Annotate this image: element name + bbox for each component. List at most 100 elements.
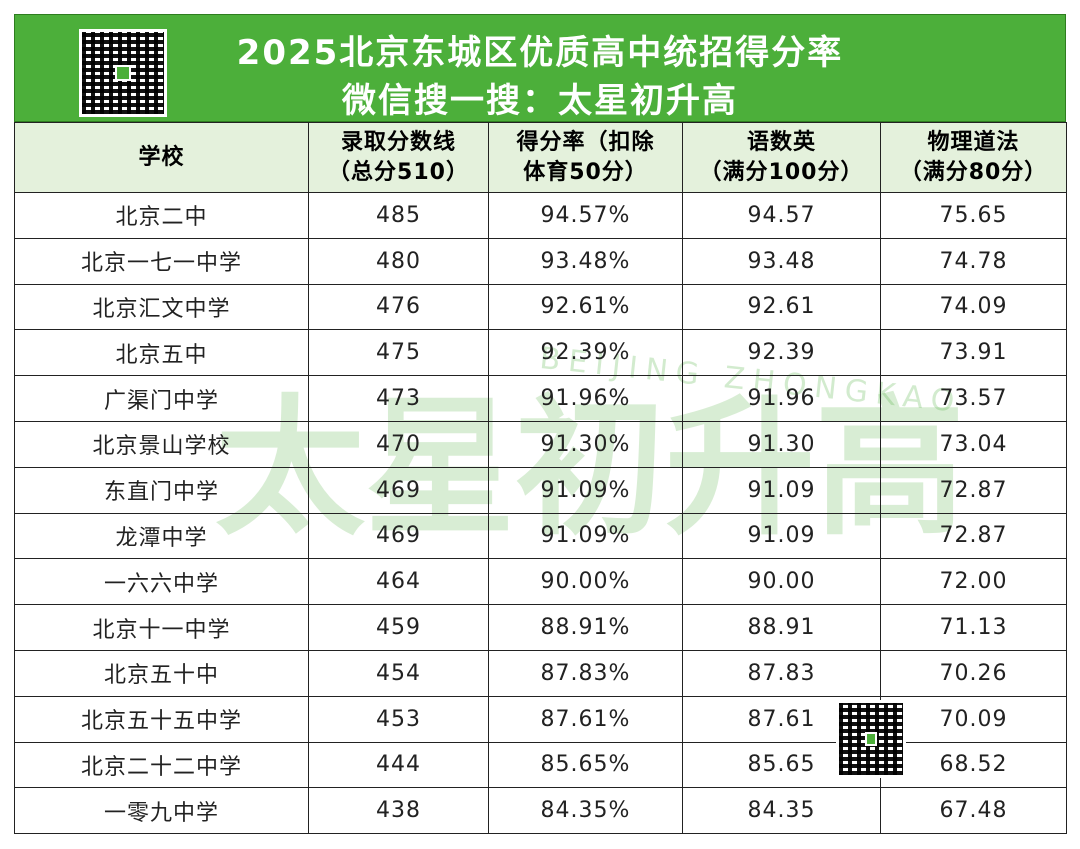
cell: 70.09	[880, 695, 1067, 743]
cell: 459	[308, 604, 489, 651]
cell: 444	[308, 741, 489, 789]
cell: 454	[308, 649, 489, 697]
header-line: （总分510）	[328, 159, 469, 185]
cell: 71.13	[880, 604, 1067, 651]
cell: 438	[308, 787, 489, 835]
school-name: 北京五十中	[14, 649, 309, 697]
cell: 84.35	[682, 787, 881, 835]
cell: 94.57%	[488, 192, 683, 239]
table-row: 北京十一中学 459 88.91% 88.91 71.13	[14, 604, 1067, 651]
table-row: 北京五十中 454 87.83% 87.83 70.26	[14, 649, 1067, 697]
cell: 91.96%	[488, 375, 683, 422]
table-row: 北京一七一中学 480 93.48% 93.48 74.78	[14, 237, 1067, 285]
cell: 485	[308, 192, 489, 239]
table-row: 一零九中学 438 84.35% 84.35 67.48	[14, 787, 1067, 835]
cell: 84.35%	[488, 787, 683, 835]
header-line: 物理道法	[927, 129, 1020, 155]
qr-code	[836, 700, 906, 778]
cell: 91.96	[682, 375, 881, 422]
cell: 73.91	[880, 329, 1067, 377]
cell: 92.61%	[488, 283, 683, 331]
table-row: 北京五十五中学 453 87.61% 87.61 70.09	[14, 695, 1067, 743]
cell: 453	[308, 695, 489, 743]
school-name: 龙潭中学	[14, 512, 309, 560]
cell: 91.30%	[488, 420, 683, 468]
cell: 74.78	[880, 237, 1067, 285]
cell: 93.48	[682, 237, 881, 285]
school-name: 北京汇文中学	[14, 283, 309, 331]
header-line: 语数英	[746, 129, 816, 155]
table-body: 北京二中 485 94.57% 94.57 75.65 北京一七一中学 480 93.48% 9…	[14, 192, 1067, 835]
header-row: 学校 录取分数线 （总分510） 得分率（扣除 体育50分） 语数英 （满分100分） 物理道…	[14, 122, 1067, 193]
table-row: 北京二十二中学 444 85.65% 85.65 68.52	[14, 741, 1067, 789]
cell: 67.48	[880, 787, 1067, 835]
cell: 73.57	[880, 375, 1067, 422]
school-name: 北京二十二中学	[14, 741, 309, 789]
cell: 473	[308, 375, 489, 422]
table-row: 龙潭中学 469 91.09% 91.09 72.87	[14, 512, 1067, 560]
header-line: 录取分数线	[340, 129, 456, 155]
school-name: 东直门中学	[14, 466, 309, 514]
school-name: 一六六中学	[14, 558, 309, 606]
school-name: 一零九中学	[14, 787, 309, 835]
cell: 68.52	[880, 741, 1067, 789]
banner: 2025北京东城区优质高中统招得分率 微信搜一搜：太星初升高	[14, 14, 1066, 122]
column-header: 学校	[14, 122, 309, 193]
cell: 91.09%	[488, 466, 683, 514]
header-line: （满分100分）	[699, 159, 864, 185]
cell: 94.57	[682, 192, 881, 239]
content: 2025北京东城区优质高中统招得分率 微信搜一搜：太星初升高 学校 录取分数线 （总…	[14, 14, 1067, 835]
cell: 74.09	[880, 283, 1067, 331]
cell: 92.39	[682, 329, 881, 377]
column-header: 录取分数线 （总分510）	[308, 122, 489, 193]
cell: 92.39%	[488, 329, 683, 377]
cell: 470	[308, 420, 489, 468]
header-line: 得分率（扣除	[516, 129, 655, 155]
cell: 75.65	[880, 192, 1067, 239]
table-row: 北京五中 475 92.39% 92.39 73.91	[14, 329, 1067, 377]
cell: 93.48%	[488, 237, 683, 285]
cell: 91.09%	[488, 512, 683, 560]
cell: 91.30	[682, 420, 881, 468]
table-row: 一六六中学 464 90.00% 90.00 72.00	[14, 558, 1067, 606]
cell: 475	[308, 329, 489, 377]
cell: 469	[308, 466, 489, 514]
header-line: 体育50分）	[523, 159, 648, 185]
qr-code	[79, 29, 167, 117]
school-name: 北京一七一中学	[14, 237, 309, 285]
header-line: （满分80分）	[899, 159, 1048, 185]
table-row: 北京二中 485 94.57% 94.57 75.65	[14, 192, 1067, 239]
table-row: 东直门中学 469 91.09% 91.09 72.87	[14, 466, 1067, 514]
cell: 87.83	[682, 649, 881, 697]
subtitle: 微信搜一搜：太星初升高	[342, 81, 738, 121]
cell: 90.00	[682, 558, 881, 606]
cell: 87.83%	[488, 649, 683, 697]
cell: 88.91	[682, 604, 881, 651]
cell: 464	[308, 558, 489, 606]
header-line: 学校	[138, 144, 185, 170]
school-name: 北京五中	[14, 329, 309, 377]
table-row: 北京汇文中学 476 92.61% 92.61 74.09	[14, 283, 1067, 331]
school-name: 广渠门中学	[14, 375, 309, 422]
cell: 85.65%	[488, 741, 683, 789]
cell: 72.87	[880, 466, 1067, 514]
cell: 88.91%	[488, 604, 683, 651]
cell: 70.26	[880, 649, 1067, 697]
column-header: 得分率（扣除 体育50分）	[488, 122, 683, 193]
cell: 91.09	[682, 466, 881, 514]
column-header: 物理道法 （满分80分）	[880, 122, 1067, 193]
table-row: 北京景山学校 470 91.30% 91.30 73.04	[14, 420, 1067, 468]
school-name: 北京景山学校	[14, 420, 309, 468]
cell: 476	[308, 283, 489, 331]
cell: 72.87	[880, 512, 1067, 560]
cell: 92.61	[682, 283, 881, 331]
table-row: 广渠门中学 473 91.96% 91.96 73.57	[14, 375, 1067, 422]
column-header: 语数英 （满分100分）	[682, 122, 881, 193]
score-table: 学校 录取分数线 （总分510） 得分率（扣除 体育50分） 语数英 （满分100分） 物理道…	[14, 122, 1067, 835]
cell: 91.09	[682, 512, 881, 560]
cell: 469	[308, 512, 489, 560]
school-name: 北京五十五中学	[14, 695, 309, 743]
cell: 72.00	[880, 558, 1067, 606]
cell: 90.00%	[488, 558, 683, 606]
